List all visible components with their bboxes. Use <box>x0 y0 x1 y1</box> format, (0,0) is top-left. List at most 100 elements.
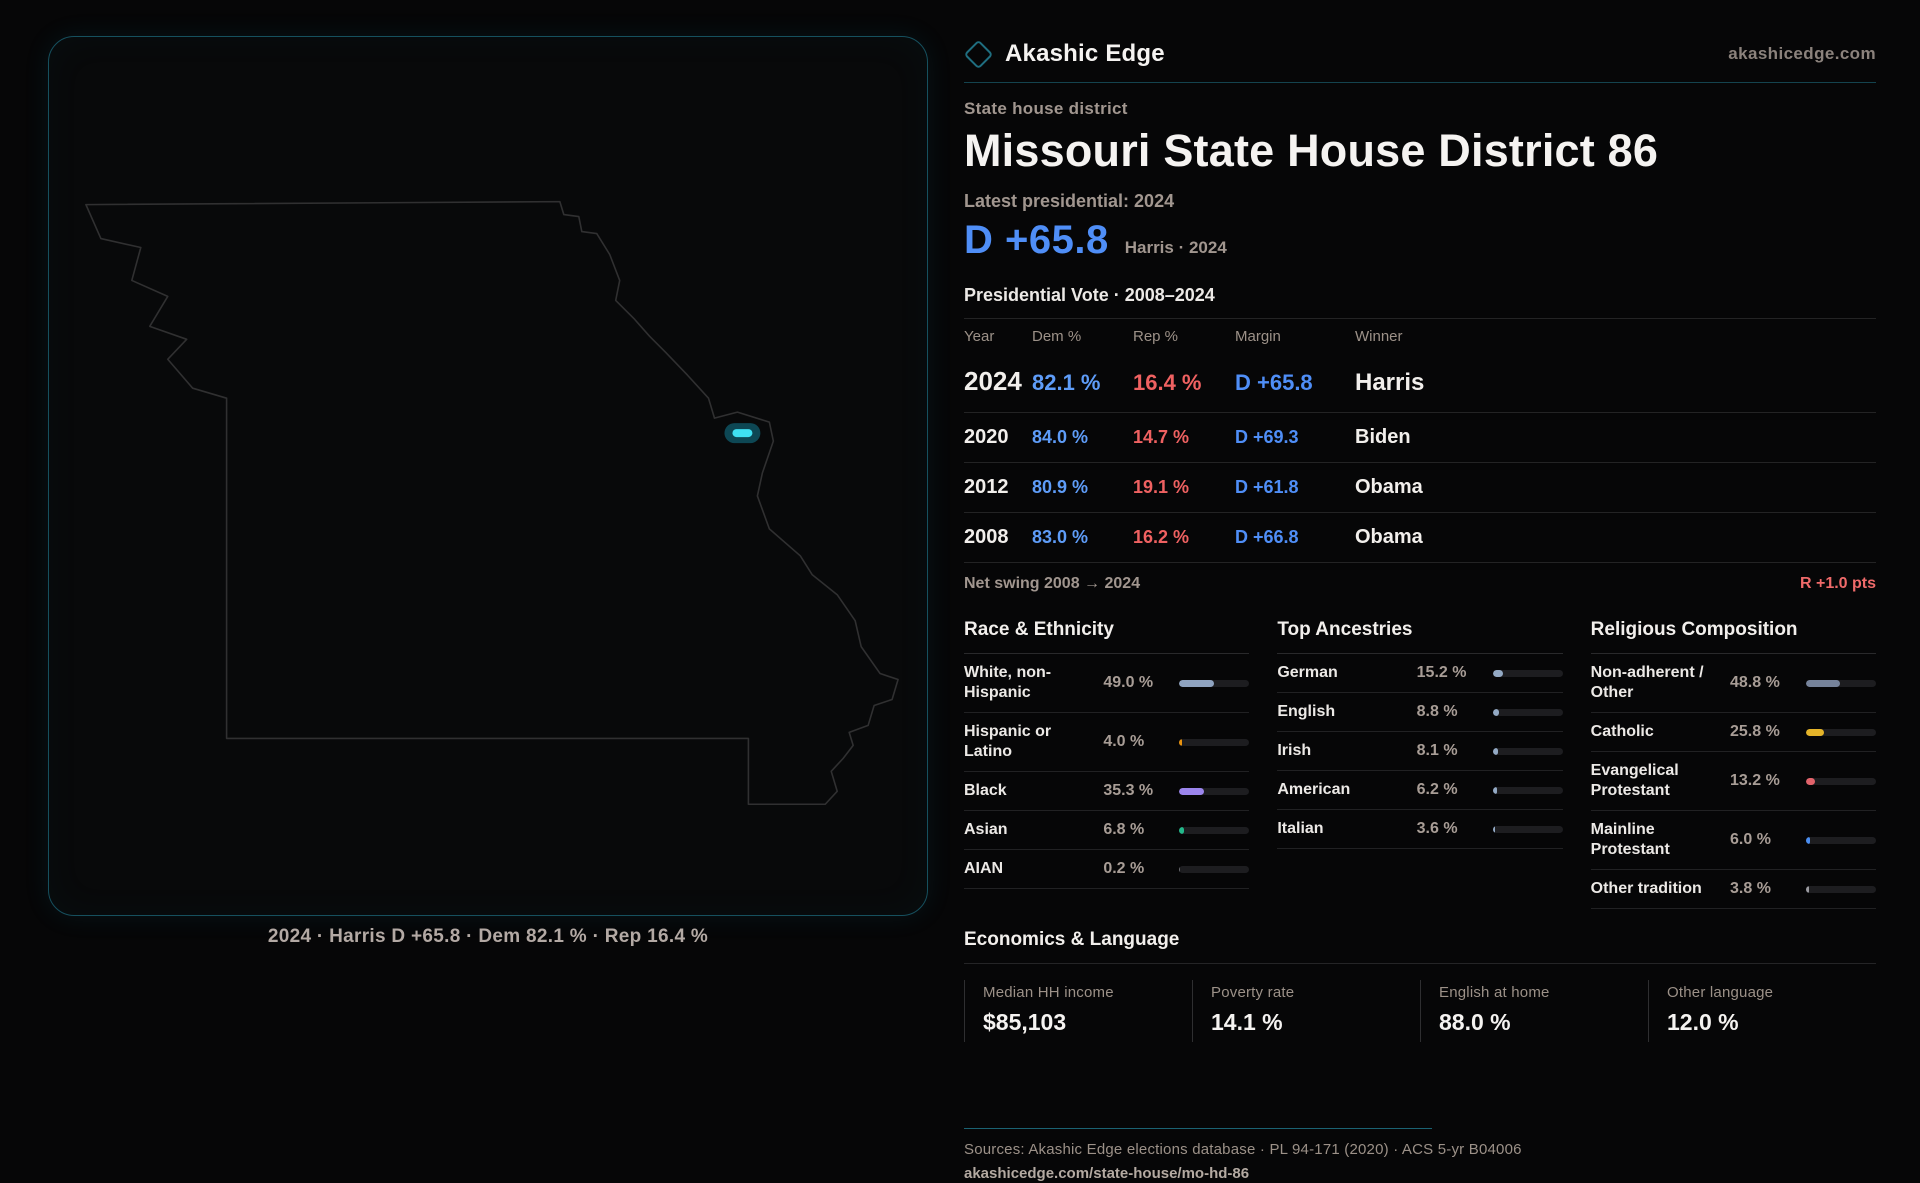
cell-rep-pct: 16.2 % <box>1133 527 1190 547</box>
cell-year: 2024 <box>964 366 1022 396</box>
stat-value: 12.0 % <box>1667 1009 1739 1035</box>
district-map-panel <box>48 36 928 916</box>
race-ethnicity-panel: Race & Ethnicity White, non-Hispanic 49.… <box>964 609 1250 909</box>
report-column: Akashic Edge akashicedge.com State house… <box>963 34 1876 1183</box>
demo-bar <box>1806 728 1876 736</box>
demo-value: 6.2 % <box>1416 781 1458 798</box>
page-title: Missouri State House District 86 <box>964 125 1659 176</box>
table-row: 2024 82.1 % 16.4 % D +65.8 Harris <box>964 351 1876 412</box>
district-type-label: State house district <box>964 99 1128 118</box>
cell-winner: Obama <box>1355 526 1423 548</box>
net-swing-row: Net swing 2008 → 2024 R +1.0 pts <box>964 562 1876 603</box>
cell-rep-pct: 19.1 % <box>1133 477 1190 497</box>
demographics-section: Race & Ethnicity White, non-Hispanic 49.… <box>964 609 1876 909</box>
stat-value: $85,103 <box>983 1009 1067 1035</box>
report-header: Akashic Edge akashicedge.com <box>963 34 1876 83</box>
demo-label: AIAN <box>964 860 1004 877</box>
col-header-year: Year <box>964 328 995 345</box>
demo-value: 3.6 % <box>1416 820 1458 837</box>
demo-bar <box>1492 825 1563 833</box>
table-row: 2008 83.0 % 16.2 % D +66.8 Obama <box>964 512 1876 562</box>
list-item: Catholic 25.8 % <box>1590 713 1876 752</box>
list-item: Mainline Protestant 6.0 % <box>1590 811 1876 870</box>
presidential-vote-table: Year Dem % Rep % Margin Winner 2024 82.1… <box>964 318 1876 603</box>
demo-label: Black <box>964 782 1007 799</box>
footer-divider <box>964 1128 1432 1129</box>
demo-label: German <box>1277 664 1338 681</box>
missouri-state-outline <box>85 200 899 806</box>
net-swing-label: Net swing 2008 → 2024 <box>964 575 1141 592</box>
demo-label: White, non-Hispanic <box>964 664 1052 701</box>
cell-winner: Obama <box>1355 476 1423 498</box>
demo-label: Italian <box>1277 820 1324 837</box>
list-item: English 8.8 % <box>1277 693 1563 732</box>
demo-bar <box>1492 669 1563 677</box>
cell-year: 2020 <box>964 426 1009 448</box>
cell-margin: D +66.8 <box>1235 527 1299 547</box>
map-caption: 2024 · Harris D +65.8 · Dem 82.1 % · Rep… <box>267 926 709 947</box>
demo-bar <box>1179 826 1250 834</box>
list-item: American 6.2 % <box>1277 771 1563 810</box>
panel-title: Race & Ethnicity <box>964 609 1250 654</box>
stat-english-at-home: English at home 88.0 % <box>1420 980 1648 1042</box>
economics-stats: Median HH income $85,103 Poverty rate 14… <box>964 980 1876 1042</box>
demo-value: 6.0 % <box>1730 831 1771 848</box>
demo-value: 3.8 % <box>1730 880 1771 897</box>
demo-bar <box>1179 865 1250 873</box>
brand-logo[interactable]: Akashic Edge <box>963 39 1165 69</box>
brand-domain-link[interactable]: akashicedge.com <box>1728 44 1876 63</box>
cell-year: 2012 <box>964 476 1009 498</box>
diamond-logo-icon <box>963 39 994 69</box>
economics-section-title: Economics & Language <box>964 929 1876 964</box>
cell-margin: D +69.3 <box>1235 427 1299 447</box>
stat-label: Other language <box>1667 984 1774 1001</box>
list-item: Other tradition 3.8 % <box>1590 870 1876 909</box>
demo-bar <box>1179 787 1250 795</box>
list-item: Irish 8.1 % <box>1277 732 1563 771</box>
col-header-rep: Rep % <box>1133 328 1179 345</box>
district-marker <box>724 423 761 444</box>
demo-label: Evangelical Protestant <box>1590 762 1679 799</box>
demo-bar <box>1179 738 1250 746</box>
demo-value: 35.3 % <box>1103 782 1154 799</box>
demo-label: American <box>1277 781 1351 798</box>
col-header-margin: Margin <box>1235 328 1281 345</box>
stat-value: 14.1 % <box>1211 1009 1283 1035</box>
headline-margin-block: D +65.8 Harris · 2024 <box>964 218 1876 263</box>
demo-value: 25.8 % <box>1730 723 1780 740</box>
stat-other-language: Other language 12.0 % <box>1648 980 1876 1042</box>
stat-label: Median HH income <box>983 984 1114 1001</box>
list-item: Black 35.3 % <box>964 772 1250 811</box>
permalink[interactable]: akashicedge.com/state-house/mo-hd-86 <box>964 1165 1250 1182</box>
demo-label: Other tradition <box>1590 880 1702 897</box>
panel-title: Religious Composition <box>1590 609 1876 654</box>
report-footer: Sources: Akashic Edge elections database… <box>964 1128 1876 1183</box>
table-row: 2020 84.0 % 14.7 % D +69.3 Biden <box>964 412 1876 462</box>
demo-label: Non-adherent / Other <box>1590 664 1704 701</box>
net-swing-value: R +1.0 pts <box>1799 575 1876 592</box>
demo-bar <box>1492 708 1563 716</box>
latest-presidential-label: Latest presidential: 2024 <box>964 191 1175 211</box>
list-item: Italian 3.6 % <box>1277 810 1563 849</box>
demo-bar <box>1806 777 1876 785</box>
vote-table-header: Year Dem % Rep % Margin Winner <box>964 318 1876 351</box>
demo-bar <box>1492 786 1563 794</box>
cell-dem-pct: 83.0 % <box>1032 527 1089 547</box>
demo-value: 13.2 % <box>1730 772 1780 789</box>
col-header-dem: Dem % <box>1032 328 1082 345</box>
demo-label: Catholic <box>1590 723 1654 740</box>
cell-dem-pct: 82.1 % <box>1032 370 1101 395</box>
demo-value: 8.1 % <box>1416 742 1458 759</box>
cell-rep-pct: 16.4 % <box>1133 370 1202 395</box>
stat-value: 88.0 % <box>1439 1009 1511 1035</box>
list-item: Non-adherent / Other 48.8 % <box>1590 654 1876 713</box>
cell-margin: D +65.8 <box>1235 370 1313 395</box>
demo-bar <box>1492 747 1563 755</box>
headline-margin-value: D +65.8 <box>964 218 1109 262</box>
demo-bar <box>1806 836 1876 844</box>
demo-label: Irish <box>1277 742 1312 759</box>
demo-value: 48.8 % <box>1730 674 1780 691</box>
demo-label: Asian <box>964 821 1008 838</box>
cell-margin: D +61.8 <box>1235 477 1299 497</box>
stat-label: English at home <box>1439 984 1550 1001</box>
